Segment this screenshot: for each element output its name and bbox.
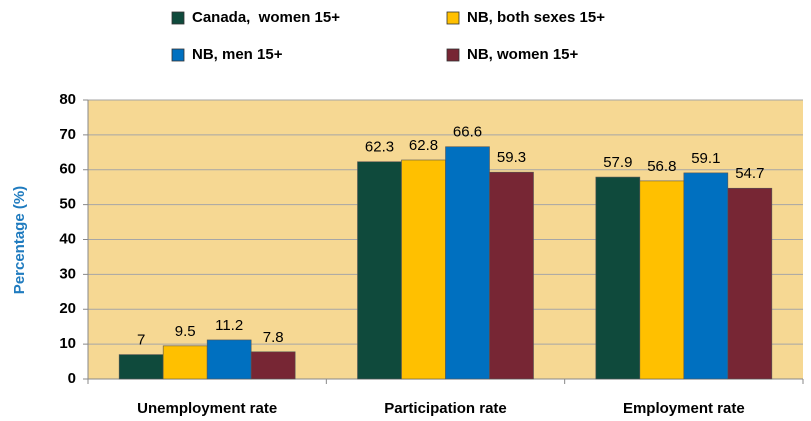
- legend-swatch: [446, 48, 460, 62]
- value-label: 56.8: [647, 158, 676, 175]
- legend-swatch: [171, 48, 185, 62]
- y-tick-label: 0: [68, 370, 76, 387]
- x-tick-label: Unemployment rate: [137, 400, 277, 417]
- value-label: 11.2: [215, 317, 243, 334]
- value-label: 62.3: [365, 139, 394, 156]
- value-label: 59.3: [497, 149, 526, 166]
- bar: [727, 187, 773, 380]
- legend-swatch: [446, 11, 460, 25]
- bar: [401, 159, 446, 380]
- value-label: 62.8: [409, 137, 438, 154]
- y-tick-label: 80: [59, 91, 76, 108]
- x-tick-label: Employment rate: [623, 400, 745, 417]
- legend-label: NB, both sexes 15+: [467, 9, 605, 26]
- legend-label: NB, women 15+: [467, 46, 579, 63]
- y-tick-label: 10: [59, 335, 76, 352]
- y-tick-label: 60: [59, 161, 76, 178]
- bar: [683, 172, 729, 380]
- y-tick-label: 70: [59, 126, 76, 143]
- bar: [357, 161, 402, 380]
- y-axis-label: Percentage (%): [11, 186, 28, 294]
- bar: [250, 351, 296, 380]
- legend-label: Canada, women 15+: [192, 9, 340, 26]
- value-label: 9.5: [175, 323, 196, 340]
- value-label: 7.8: [263, 329, 284, 346]
- y-tick-label: 50: [59, 196, 76, 213]
- bar: [445, 146, 490, 380]
- bar: [595, 176, 641, 380]
- bar: [118, 354, 164, 380]
- value-label: 57.9: [603, 154, 632, 171]
- value-label: 66.6: [453, 124, 482, 141]
- legend-swatch: [171, 11, 185, 25]
- x-tick-label: Participation rate: [384, 400, 507, 417]
- bar: [639, 180, 685, 380]
- y-tick-label: 40: [59, 230, 76, 247]
- bar: [489, 171, 534, 380]
- value-label: 7: [137, 332, 145, 349]
- y-tick-label: 20: [59, 300, 76, 317]
- value-label: 59.1: [691, 150, 720, 167]
- bar: [206, 339, 252, 380]
- bar: [162, 345, 208, 380]
- y-tick-label: 30: [59, 265, 76, 282]
- value-label: 54.7: [735, 165, 764, 182]
- legend-label: NB, men 15+: [192, 46, 283, 63]
